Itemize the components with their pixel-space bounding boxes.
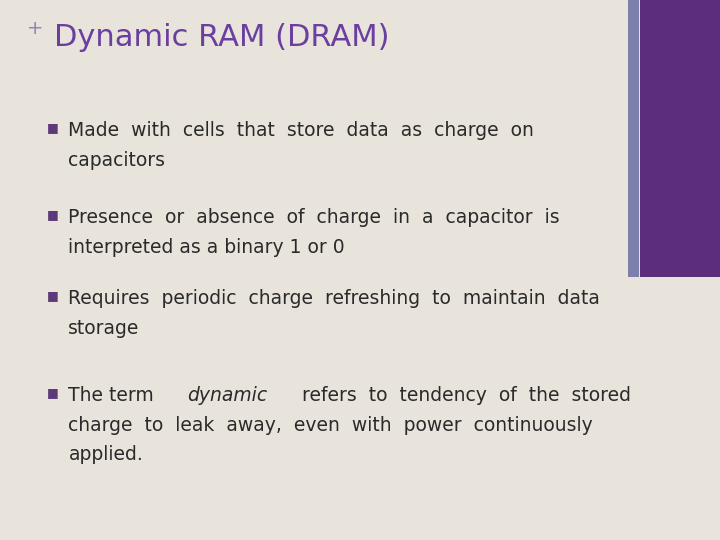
Text: ■: ■ [47,289,58,302]
Text: storage: storage [68,319,140,338]
Bar [628,0,639,277]
Text: ■: ■ [47,386,58,399]
Text: dynamic: dynamic [186,386,267,405]
Text: ■: ■ [47,208,58,221]
Text: refers  to  tendency  of  the  stored: refers to tendency of the stored [290,386,631,405]
Text: Made  with  cells  that  store  data  as  charge  on: Made with cells that store data as charg… [68,122,534,140]
Text: applied.: applied. [68,446,143,464]
Bar [640,0,720,277]
Text: interpreted as a binary 1 or 0: interpreted as a binary 1 or 0 [68,238,345,256]
Text: Dynamic RAM (DRAM): Dynamic RAM (DRAM) [54,23,390,52]
Text: ■: ■ [47,122,58,134]
Text: The term: The term [68,386,160,405]
Text: +: + [27,19,44,38]
Text: charge  to  leak  away,  even  with  power  continuously: charge to leak away, even with power con… [68,416,593,435]
Text: Requires  periodic  charge  refreshing  to  maintain  data: Requires periodic charge refreshing to m… [68,289,600,308]
Text: Presence  or  absence  of  charge  in  a  capacitor  is: Presence or absence of charge in a capac… [68,208,560,227]
Text: capacitors: capacitors [68,151,166,170]
